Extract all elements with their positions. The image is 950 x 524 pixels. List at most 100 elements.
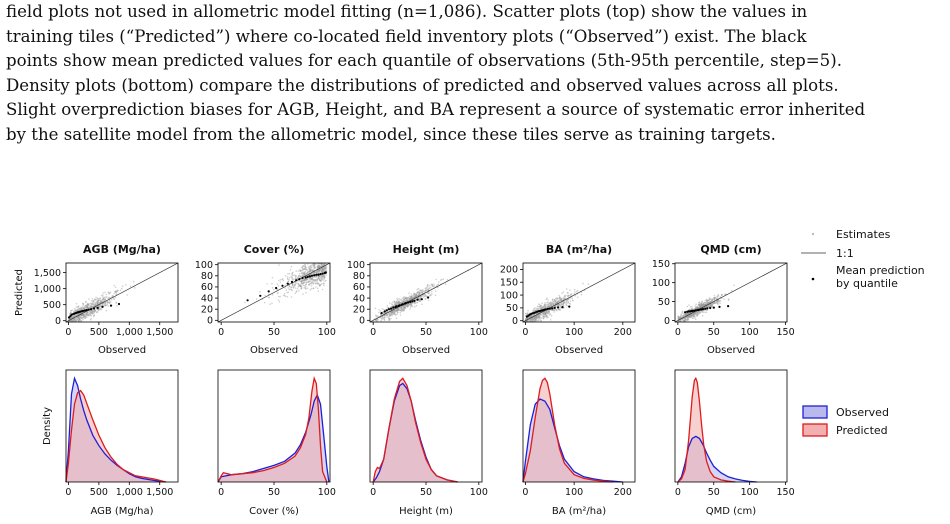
estimate-point — [537, 307, 540, 310]
estimate-point — [711, 304, 713, 307]
estimate-point — [545, 306, 547, 308]
quantile-mean-point — [395, 305, 398, 308]
estimate-point — [397, 302, 400, 304]
quantile-mean-point — [387, 308, 391, 311]
estimate-point — [405, 300, 408, 303]
estimate-point — [703, 303, 706, 306]
estimate-point — [99, 305, 102, 307]
estimate-point — [416, 301, 418, 304]
estimate-point — [390, 311, 393, 314]
estimate-point — [704, 304, 706, 306]
estimate-point — [538, 315, 540, 318]
estimate-point — [547, 305, 549, 308]
estimate-point — [677, 316, 680, 319]
estimate-point — [550, 304, 553, 307]
estimate-point — [70, 309, 72, 312]
estimate-point — [416, 295, 418, 297]
estimate-point — [403, 306, 406, 309]
estimate-point — [677, 315, 679, 318]
estimate-point — [304, 281, 306, 283]
estimate-point — [558, 303, 560, 306]
estimate-point — [701, 301, 704, 303]
estimate-point — [706, 309, 708, 312]
estimate-point — [405, 304, 408, 307]
estimate-point — [698, 306, 701, 309]
estimate-point — [550, 309, 553, 311]
estimate-point — [552, 299, 554, 301]
estimate-point — [90, 310, 93, 312]
estimate-point — [69, 313, 71, 316]
estimate-point — [545, 310, 548, 313]
estimate-point — [557, 301, 559, 304]
estimate-point — [86, 306, 88, 309]
estimate-point — [319, 269, 321, 271]
estimate-point — [102, 297, 105, 299]
estimate-point — [308, 278, 311, 280]
estimate-point — [692, 313, 695, 316]
estimate-point — [565, 300, 568, 302]
estimate-point — [298, 280, 300, 282]
estimate-point — [271, 287, 274, 289]
estimate-point — [77, 316, 80, 319]
estimate-point — [104, 298, 107, 300]
estimate-point — [98, 298, 100, 300]
estimate-point — [544, 313, 546, 316]
estimate-point — [552, 302, 555, 305]
estimate-point — [540, 317, 543, 319]
estimate-point — [423, 290, 425, 292]
estimate-point — [713, 302, 716, 304]
estimate-point — [397, 300, 400, 303]
estimate-point — [378, 309, 380, 311]
estimate-point — [704, 303, 707, 306]
estimate-point — [323, 264, 325, 266]
estimate-point — [302, 274, 304, 277]
estimate-point — [297, 283, 300, 285]
quantile-mean-point — [319, 273, 322, 276]
estimate-point — [404, 300, 406, 302]
estimate-point — [381, 308, 383, 310]
estimate-point — [309, 289, 312, 291]
estimate-point — [724, 293, 726, 296]
estimate-point — [567, 298, 570, 301]
estimate-point — [418, 293, 421, 295]
y-tick-label: 20 — [201, 304, 213, 315]
estimate-point — [692, 314, 695, 317]
estimate-point — [314, 263, 316, 265]
estimate-point — [82, 316, 84, 319]
estimate-point — [405, 305, 408, 308]
estimate-point — [309, 266, 311, 268]
estimate-point — [562, 291, 565, 293]
estimate-point — [69, 312, 71, 315]
estimate-point — [294, 283, 297, 285]
estimate-point — [430, 283, 433, 286]
estimate-point — [87, 304, 90, 306]
estimate-point — [309, 280, 312, 283]
estimate-point — [394, 301, 397, 304]
estimate-point — [720, 294, 723, 296]
estimate-point — [70, 316, 73, 319]
estimate-point — [698, 305, 701, 308]
estimate-point — [699, 304, 702, 306]
quantile-mean-point — [548, 307, 551, 310]
estimate-point — [706, 302, 708, 304]
estimate-point — [694, 317, 696, 319]
estimate-point — [570, 293, 572, 295]
estimate-point — [313, 264, 316, 267]
estimate-point — [413, 296, 416, 299]
estimate-point — [394, 302, 396, 305]
estimate-point — [305, 284, 307, 286]
estimate-point — [300, 285, 303, 288]
estimate-point — [425, 289, 427, 292]
estimate-point — [409, 298, 411, 300]
estimate-point — [407, 304, 409, 307]
quantile-mean-point — [259, 294, 262, 297]
estimate-point — [557, 304, 559, 307]
estimate-point — [529, 316, 532, 318]
estimate-point — [80, 307, 82, 310]
estimate-point — [410, 304, 413, 306]
estimate-point — [299, 269, 301, 271]
estimate-point — [418, 289, 421, 291]
estimate-point — [390, 313, 392, 316]
estimate-point — [266, 283, 268, 285]
estimate-point — [396, 309, 399, 312]
